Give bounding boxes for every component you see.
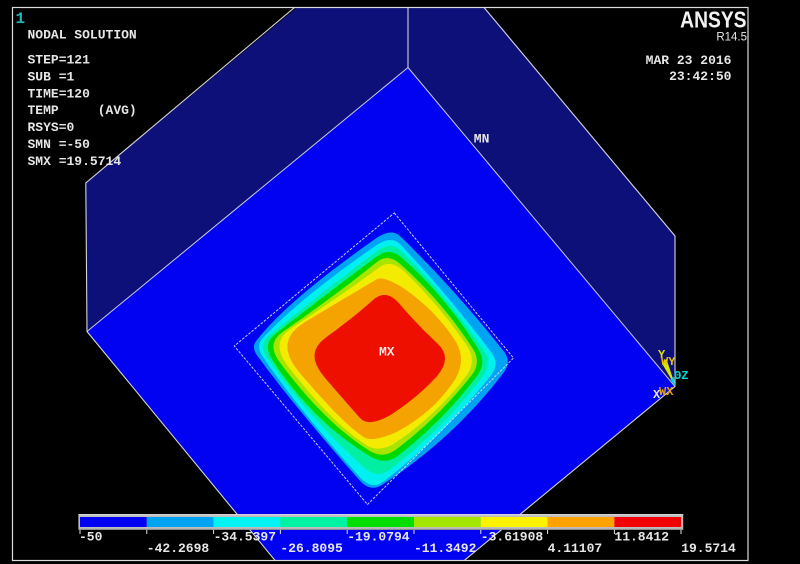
svg-text:MN: MN <box>474 131 490 146</box>
svg-text:MAR 23 2016: MAR 23 2016 <box>646 53 732 68</box>
svg-text:SUB =1: SUB =1 <box>28 70 75 85</box>
svg-text:-50: -50 <box>79 530 103 545</box>
svg-text:TEMP (AVG): TEMP (AVG) <box>28 103 137 118</box>
svg-text:-42.2698: -42.2698 <box>147 541 210 556</box>
svg-text:Y: Y <box>658 348 666 362</box>
svg-text:RSYS=0: RSYS=0 <box>28 120 75 135</box>
svg-text:NODAL SOLUTION: NODAL SOLUTION <box>28 28 137 43</box>
svg-text:STEP=121: STEP=121 <box>28 53 91 68</box>
svg-text:-11.3492: -11.3492 <box>414 541 477 556</box>
svg-text:R14.5: R14.5 <box>716 32 747 44</box>
svg-text:ANSYS: ANSYS <box>680 7 746 33</box>
svg-text:4.11107: 4.11107 <box>548 541 603 556</box>
svg-text:-26.8095: -26.8095 <box>280 541 343 556</box>
svg-text:1: 1 <box>16 10 26 28</box>
svg-text:TIME=120: TIME=120 <box>28 87 91 102</box>
svg-text:-34.5397: -34.5397 <box>214 530 276 545</box>
svg-text:MX: MX <box>379 345 395 360</box>
svg-text:19.5714: 19.5714 <box>681 541 736 556</box>
svg-text:23:42:50: 23:42:50 <box>669 69 732 84</box>
svg-text:ΘZ: ΘZ <box>674 369 688 383</box>
svg-text:-3.61908: -3.61908 <box>481 530 544 545</box>
svg-text:X: X <box>653 388 661 402</box>
svg-text:11.8412: 11.8412 <box>614 530 669 545</box>
svg-text:WY: WY <box>661 355 676 369</box>
svg-text:SMX =19.5714: SMX =19.5714 <box>28 154 122 169</box>
svg-text:SMN =-50: SMN =-50 <box>28 137 91 152</box>
svg-text:WX: WX <box>659 385 674 399</box>
svg-text:-19.0794: -19.0794 <box>347 530 410 545</box>
